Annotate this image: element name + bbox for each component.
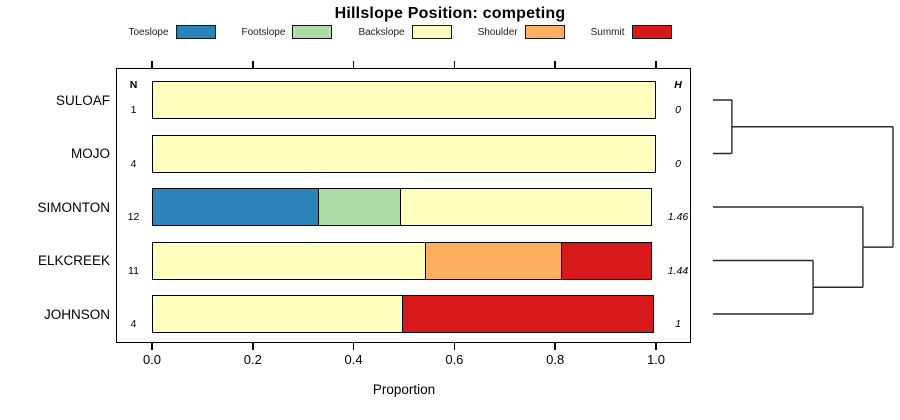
h-value: 1.44: [667, 264, 689, 277]
bar-segment-backslope: [152, 134, 656, 173]
bar-row: [152, 241, 656, 280]
n-value: 12: [127, 211, 140, 223]
y-axis-label: SIMONTON: [37, 199, 110, 215]
bar-segment-backslope: [152, 241, 427, 280]
y-axis-label: SULOAF: [55, 92, 110, 108]
axis-tick-top: [252, 61, 254, 68]
axis-tick-top: [352, 61, 355, 68]
bar-segment-backslope: [152, 295, 404, 333]
legend-item-label: Shoulder: [477, 26, 518, 38]
legend-swatch-icon: [524, 25, 565, 39]
axis-tick-bottom: [655, 343, 657, 350]
axis-tick-bottom: [554, 343, 556, 350]
n-column-header: N: [129, 79, 138, 91]
legend-item-label: Summit: [590, 26, 625, 38]
legend: Toeslope Footslope Backslope Shoulder Summit: [0, 25, 800, 39]
bar-segment-backslope: [152, 81, 656, 119]
axis-tick-bottom: [453, 343, 456, 350]
legend-item: Backslope: [358, 25, 452, 39]
legend-item: Shoulder: [478, 25, 565, 39]
bar-segment-shoulder: [424, 241, 563, 280]
h-column-header: H: [674, 79, 682, 91]
legend-item-label: Toeslope: [128, 26, 169, 38]
legend-swatch-icon: [292, 25, 333, 39]
h-value: 0: [675, 104, 681, 116]
chart-title: Hillslope Position: competing: [334, 5, 566, 22]
axis-tick-top: [554, 61, 556, 68]
bar-row: [152, 81, 656, 119]
axis-tick-top: [151, 61, 153, 68]
bar-row: [152, 188, 656, 226]
legend-item: Toeslope: [128, 25, 216, 39]
y-axis-label: MOJO: [71, 146, 110, 161]
y-axis-label: ELKCREEK: [37, 253, 110, 268]
legend-item: Footslope: [242, 25, 333, 39]
axis-tick-bottom: [352, 343, 355, 350]
axis-tick-label: 0.8: [546, 352, 565, 367]
axis-tick-bottom: [252, 343, 254, 350]
bar-segment-summit: [560, 241, 653, 280]
bar-segment-backslope: [400, 188, 653, 226]
legend-item-label: Backslope: [358, 26, 405, 38]
y-axis-label: JOHNSON: [43, 306, 110, 322]
bar-segment-toeslope: [152, 188, 320, 226]
h-value: 1: [675, 318, 681, 330]
axis-tick-top: [453, 61, 456, 68]
bar-segment-footslope: [318, 188, 403, 226]
n-value: 1: [130, 104, 137, 116]
axis-tick-top: [655, 61, 657, 68]
legend-swatch-icon: [175, 25, 216, 39]
x-axis-title: Proportion: [372, 382, 436, 397]
axis-tick-label: 0.4: [344, 352, 363, 367]
n-value: 4: [130, 318, 137, 330]
axis-tick-bottom: [151, 343, 153, 350]
bar-row: [152, 295, 656, 333]
axis-tick-label: 1.0: [646, 352, 666, 367]
axis-tick-label: 0.2: [243, 352, 262, 367]
n-value: 11: [128, 264, 139, 277]
n-value: 4: [130, 157, 137, 170]
axis-tick-label: 0.6: [445, 352, 464, 367]
axis-tick-label: 0.0: [142, 352, 162, 367]
h-value: 0: [675, 157, 681, 170]
legend-swatch-icon: [631, 25, 672, 39]
bar-segment-summit: [402, 295, 655, 333]
h-value: 1.46: [667, 211, 689, 223]
legend-item: Summit: [591, 25, 672, 39]
legend-swatch-icon: [411, 25, 452, 39]
bar-row: [152, 134, 656, 173]
legend-item-label: Footslope: [241, 26, 286, 38]
